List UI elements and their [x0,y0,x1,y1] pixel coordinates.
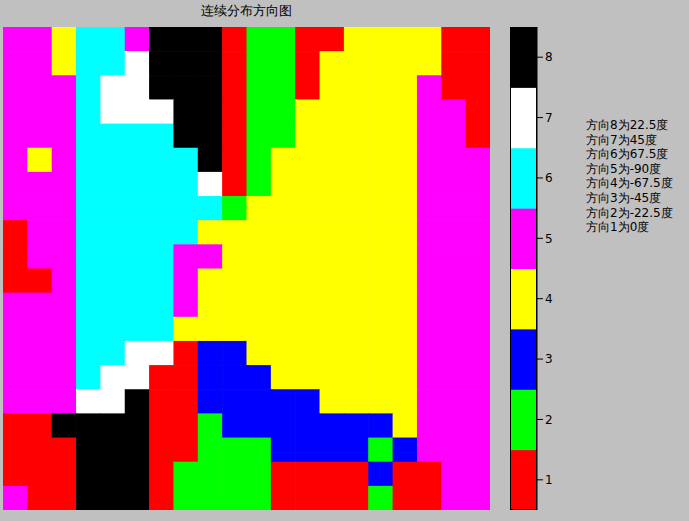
html-text:连续分布方向图: 连续分布方向图 [201,3,292,18]
html-text:方向6为67.5度: 方向6为67.5度 [586,147,669,162]
svg-text:6: 6 [545,171,553,185]
html-text:方向3为-45度: 方向3为-45度 [586,191,662,205]
svg-text:4: 4 [545,292,553,306]
html-text:方向4为-67.5度: 方向4为-67.5度 [586,176,673,191]
svg-text:7: 7 [545,111,553,125]
html-text:方向7为45度: 方向7为45度 [586,132,657,147]
svg-text:8: 8 [545,50,553,64]
html-text:方向1为0度: 方向1为0度 [586,220,650,235]
html-text:方向8为22.5度: 方向8为22.5度 [586,118,669,132]
svg-text:2: 2 [545,413,553,427]
svg-text:1: 1 [545,473,553,487]
svg-text:5: 5 [545,232,553,246]
svg-text:3: 3 [545,352,553,366]
html-text:方向5为-90度: 方向5为-90度 [586,161,662,176]
html-text:方向2为-22.5度: 方向2为-22.5度 [586,205,673,220]
